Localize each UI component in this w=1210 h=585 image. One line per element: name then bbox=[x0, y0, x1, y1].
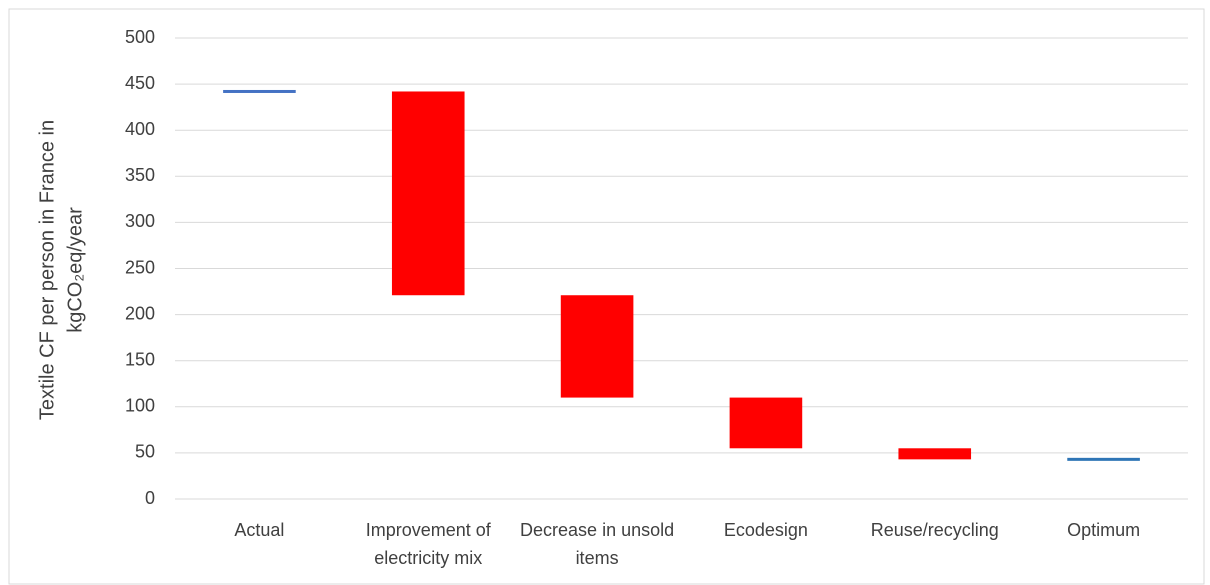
y-tick-label: 250 bbox=[125, 257, 155, 277]
y-tick-label: 350 bbox=[125, 165, 155, 185]
y-axis-title-line: kgCO₂eq/year bbox=[64, 207, 86, 333]
change-bar bbox=[898, 448, 972, 460]
y-tick-label: 0 bbox=[145, 488, 155, 508]
y-tick-label: 300 bbox=[125, 211, 155, 231]
x-tick-label: Decrease in unsold items bbox=[520, 520, 675, 568]
change-bar bbox=[560, 295, 634, 398]
x-tick-label: Ecodesign bbox=[723, 520, 808, 540]
y-tick-label: 150 bbox=[125, 349, 155, 369]
y-tick-label: 400 bbox=[125, 119, 155, 139]
y-tick-label: 200 bbox=[125, 303, 155, 323]
total-bar bbox=[223, 89, 296, 93]
x-tick-label: Reuse/recycling bbox=[870, 520, 999, 540]
y-axis-title-line: Textile CF per person in France in bbox=[36, 120, 58, 420]
x-tick-label: Actual bbox=[234, 520, 285, 540]
y-axis-title: Textile CF per person in France in kgCO₂… bbox=[36, 120, 86, 420]
y-tick-label: 50 bbox=[135, 442, 155, 462]
y-tick-label: 450 bbox=[125, 73, 155, 93]
y-tick-label: 100 bbox=[125, 396, 155, 416]
change-bar bbox=[729, 397, 803, 449]
x-tick-label: Improvement of electricity mix bbox=[365, 520, 491, 568]
change-bar bbox=[391, 91, 465, 296]
total-bar bbox=[1067, 457, 1140, 461]
x-tick-label: Optimum bbox=[1067, 520, 1141, 540]
y-tick-label: 500 bbox=[125, 27, 155, 47]
chart-border bbox=[8, 8, 1205, 585]
